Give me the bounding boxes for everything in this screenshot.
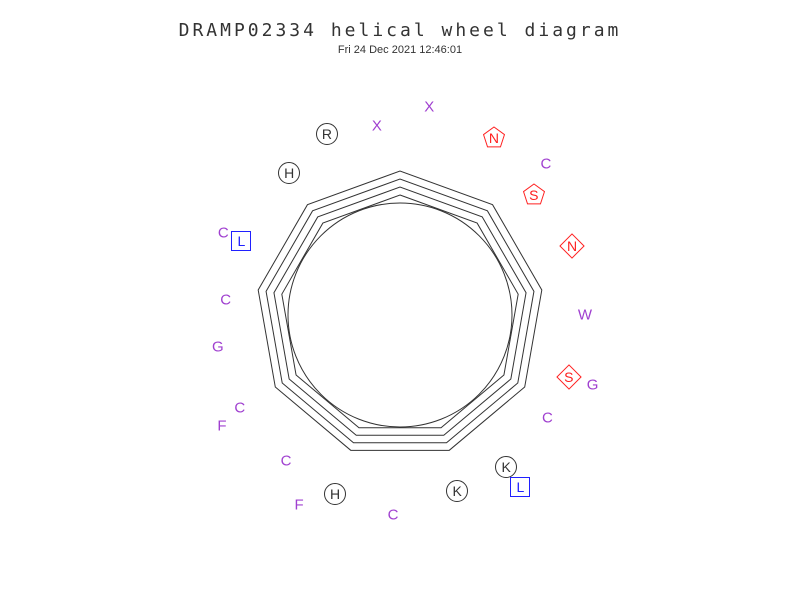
residue-20: C xyxy=(281,452,292,469)
residue-16: C xyxy=(234,399,245,416)
residue-4: C xyxy=(540,155,551,172)
residue-3: R xyxy=(316,123,338,145)
residue-label-C-20: C xyxy=(281,452,292,469)
residue-24: F xyxy=(294,496,303,513)
residue-label-L-9: L xyxy=(231,231,251,251)
residue-19: L xyxy=(510,477,530,497)
residue-0: X xyxy=(372,118,382,135)
residue-label-C-16: C xyxy=(234,399,245,416)
residue-13: S xyxy=(560,368,578,386)
residue-15: C xyxy=(542,410,553,427)
residue-label-F-17: F xyxy=(217,418,226,435)
residue-22: H xyxy=(324,483,346,505)
residue-14: G xyxy=(212,339,224,356)
residue-12: G xyxy=(587,377,599,394)
residue-18: K xyxy=(495,456,517,478)
residue-9: L xyxy=(231,231,251,251)
residue-label-X-0: X xyxy=(372,118,382,135)
residue-11: C xyxy=(220,291,231,308)
residue-label-W-10: W xyxy=(578,307,592,324)
residue-label-X-1: X xyxy=(424,99,434,116)
residue-10: W xyxy=(578,307,592,324)
residue-8: C xyxy=(218,224,229,241)
residue-label-G-12: G xyxy=(587,377,599,394)
residue-label-N-2: N xyxy=(481,125,507,151)
residue-5: S xyxy=(521,182,547,208)
residue-label-S-13: S xyxy=(556,364,581,389)
residue-21: K xyxy=(446,480,468,502)
residue-label-H-22: H xyxy=(324,483,346,505)
residue-label-C-11: C xyxy=(220,291,231,308)
residue-label-K-21: K xyxy=(446,480,468,502)
residue-label-K-18: K xyxy=(495,456,517,478)
residue-23: C xyxy=(388,506,399,523)
residue-label-S-5: S xyxy=(521,182,547,208)
residue-label-R-3: R xyxy=(316,123,338,145)
residue-label-C-4: C xyxy=(540,155,551,172)
residue-label-C-8: C xyxy=(218,224,229,241)
residue-7: N xyxy=(563,237,581,255)
helical-wheel-svg xyxy=(0,0,800,600)
residue-17: F xyxy=(217,418,226,435)
residue-label-H-6: H xyxy=(278,162,300,184)
residue-label-G-14: G xyxy=(212,339,224,356)
residue-label-C-23: C xyxy=(388,506,399,523)
residue-label-N-7: N xyxy=(559,233,584,258)
residue-2: N xyxy=(481,125,507,151)
residue-1: X xyxy=(424,99,434,116)
residue-label-F-24: F xyxy=(294,496,303,513)
residue-6: H xyxy=(278,162,300,184)
residue-label-C-15: C xyxy=(542,410,553,427)
residue-label-L-19: L xyxy=(510,477,530,497)
